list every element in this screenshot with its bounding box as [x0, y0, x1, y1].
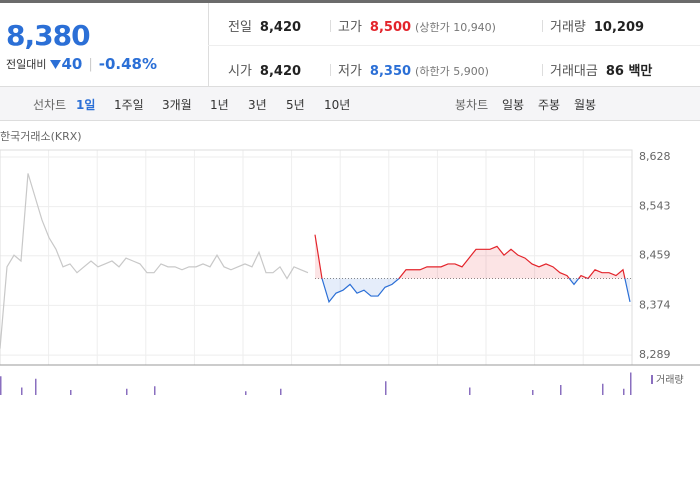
summary-cell: 거래대금 86 백만	[550, 60, 652, 79]
summary-value: 8,420	[259, 20, 302, 35]
period-tab[interactable]: 1일	[76, 98, 96, 112]
y-tick-label: 8,543	[639, 200, 671, 213]
summary-cell: 거래량 10,209	[550, 16, 644, 35]
summary-value: 10,209	[593, 20, 645, 35]
candle-tab[interactable]: 주봉	[538, 98, 561, 112]
change-rate: -0.48%	[98, 55, 158, 73]
tab-group-label: 선차트	[33, 98, 67, 112]
volume-bar	[630, 372, 632, 395]
chart: 한국거래소(KRX) 8,628 8,543 8,459 8,374 8,289 거래량	[0, 130, 700, 395]
period-tab[interactable]: 10년	[324, 98, 351, 112]
separator	[542, 64, 543, 76]
source-label: 한국거래소(KRX)	[0, 130, 82, 143]
price-line-down	[321, 278, 631, 304]
summary-label: 고가	[338, 20, 362, 35]
period-tab[interactable]: 1주일	[114, 98, 144, 112]
summary-label: 거래대금	[550, 64, 598, 79]
volume-bar	[21, 387, 23, 395]
volume-bar	[623, 388, 625, 395]
volume-bar	[560, 385, 562, 395]
price-box: 8,380 전일대비 40 | -0.48%	[0, 3, 209, 87]
volume-bar	[602, 383, 604, 395]
volume-bar	[245, 391, 247, 395]
summary-value: 8,420	[259, 64, 302, 79]
period-tab[interactable]: 3년	[248, 98, 267, 112]
y-tick-label: 8,374	[639, 298, 671, 311]
volume-bar	[126, 388, 128, 395]
y-tick-label: 8,628	[639, 150, 671, 163]
volume-bar	[0, 376, 2, 395]
volume-bar	[70, 390, 72, 395]
price-line-up	[314, 234, 626, 279]
volume-bar	[154, 386, 156, 395]
separator	[330, 64, 331, 76]
volume-bar	[532, 390, 534, 395]
candle-tab[interactable]: 월봉	[574, 98, 597, 112]
summary-label: 전일	[228, 20, 252, 35]
summary-value: 8,350	[369, 64, 412, 79]
tab-bar: 선차트 1일 1주일 3개월 1년 3년 5년 10년 봉차트 일봉 주봉 월봉	[0, 87, 700, 121]
candle-tab[interactable]: 일봉	[502, 98, 525, 112]
volume-bar	[280, 388, 282, 395]
y-tick-label: 8,289	[639, 348, 671, 361]
summary-note: (상한가 10,940)	[415, 21, 496, 34]
volume-legend-swatch	[651, 375, 653, 384]
summary-cell: 고가 8,500 (상한가 10,940)	[338, 16, 496, 35]
summary-cell: 전일 8,420	[228, 16, 301, 35]
summary-note: (하한가 5,900)	[415, 65, 489, 78]
volume-bar	[35, 378, 37, 395]
volume-legend: 거래량	[656, 374, 684, 386]
change-label: 전일대비	[6, 58, 47, 71]
period-tab[interactable]: 1년	[210, 98, 229, 112]
summary-cell: 시가 8,420	[228, 60, 301, 79]
volume-bar	[469, 387, 471, 395]
period-tab[interactable]: 3개월	[162, 98, 192, 112]
summary-value: 8,500	[369, 20, 412, 35]
summary-label: 저가	[338, 64, 362, 79]
separator	[542, 20, 543, 32]
change-value: 40	[61, 55, 83, 73]
down-arrow	[50, 60, 62, 69]
area-up	[315, 234, 625, 279]
price-line	[0, 173, 309, 349]
summary-label: 거래량	[550, 20, 586, 35]
volume-bar	[385, 381, 387, 395]
period-tab[interactable]: 5년	[286, 98, 305, 112]
separator	[330, 20, 331, 32]
y-tick-label: 8,459	[639, 249, 671, 262]
change: 전일대비 40 | -0.48%	[6, 55, 158, 73]
tab-group-label: 봉차트	[455, 98, 489, 112]
price: 8,380	[6, 19, 91, 52]
summary-cell: 저가 8,350 (하한가 5,900)	[338, 60, 489, 79]
summary-label: 시가	[228, 64, 252, 79]
area-down	[315, 278, 630, 302]
summary-header: 8,380 전일대비 40 | -0.48% 전일 8,420 고가 8,500 (상한…	[0, 0, 700, 87]
summary-value: 86 백만	[605, 64, 653, 79]
